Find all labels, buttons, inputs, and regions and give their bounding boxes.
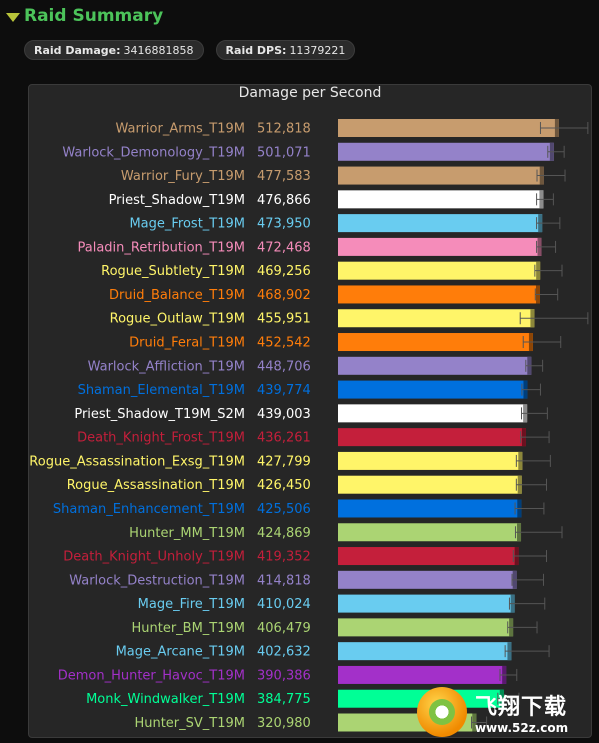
value-label: 390,386 <box>257 668 311 683</box>
value-label: 320,980 <box>257 716 311 731</box>
bar <box>338 428 526 447</box>
category-label: Warlock_Demonology_T19M <box>62 145 245 160</box>
value-label: 501,071 <box>257 145 311 160</box>
bar <box>338 404 528 423</box>
category-label: Rogue_Subtlety_T19M <box>101 264 245 279</box>
watermark: 飞翔下载 www.52z.com <box>417 685 593 739</box>
bar <box>338 451 523 470</box>
bar <box>338 594 515 613</box>
bar <box>338 665 507 684</box>
value-label: 512,818 <box>257 122 311 137</box>
value-label: 455,951 <box>257 312 311 327</box>
value-label: 406,479 <box>257 621 311 636</box>
category-label: Warlock_Destruction_T19M <box>69 573 245 588</box>
section-header[interactable]: Raid Summary <box>6 4 163 28</box>
value-label: 452,542 <box>257 336 311 351</box>
category-label: Shaman_Elemental_T19M <box>78 383 245 398</box>
category-label: Shaman_Enhancement_T19M <box>53 502 245 517</box>
category-label: Paladin_Retribution_T19M <box>78 240 246 255</box>
bar <box>338 119 559 137</box>
category-label: Hunter_SV_T19M <box>134 716 245 731</box>
category-label: Warlock_Affliction_T19M <box>88 359 245 374</box>
value-label: 473,950 <box>257 217 311 232</box>
category-label: Mage_Arcane_T19M <box>116 645 245 660</box>
collapse-caret-icon[interactable] <box>6 12 20 22</box>
bar <box>338 356 532 375</box>
bar <box>338 237 542 256</box>
bar <box>338 547 519 566</box>
bar <box>338 618 514 637</box>
bar <box>338 523 522 542</box>
chart-title: Damage per Second <box>238 85 382 101</box>
category-label: Mage_Frost_T19M <box>129 217 245 232</box>
category-label: Death_Knight_Unholy_T19M <box>63 550 245 565</box>
value-label: 477,583 <box>257 169 311 184</box>
bar <box>338 642 512 661</box>
category-label: Druid_Feral_T19M <box>129 336 245 351</box>
bar <box>338 570 517 589</box>
value-label: 448,706 <box>257 359 311 374</box>
category-label: Druid_Balance_T19M <box>109 288 245 303</box>
category-label: Priest_Shadow_T19M <box>109 193 245 208</box>
value-label: 439,774 <box>257 383 311 398</box>
value-label: 410,024 <box>257 597 311 612</box>
value-label: 436,261 <box>257 431 311 446</box>
dps-bar-chart: Warrior_Arms_T19M 512,818 Warlock_Demonolo… <box>29 119 589 732</box>
dps-chart-panel: Damage per Second Warrior_Arms_T19M 512,8… <box>28 84 592 738</box>
raid-dps-badge: Raid DPS: 11379221 <box>215 40 356 60</box>
watermark-url: www.52z.com <box>475 721 569 735</box>
bar <box>338 285 540 304</box>
value-label: 424,869 <box>257 526 311 541</box>
bar <box>338 261 541 280</box>
value-label: 469,256 <box>257 264 311 279</box>
bar <box>338 499 522 518</box>
raid-damage-label: Raid Damage: <box>34 43 121 57</box>
raid-dps-value: 11379221 <box>289 43 346 57</box>
section-title: Raid Summary <box>24 6 164 26</box>
value-label: 425,506 <box>257 502 311 517</box>
bar <box>338 309 535 328</box>
bar <box>338 333 533 352</box>
category-label: Priest_Shadow_T19M_S2M <box>74 407 245 422</box>
value-label: 427,799 <box>257 454 311 469</box>
bar <box>338 214 543 233</box>
value-label: 439,003 <box>257 407 311 422</box>
value-label: 472,468 <box>257 240 311 255</box>
raid-damage-value: 3416881858 <box>123 43 194 57</box>
value-label: 476,866 <box>257 193 311 208</box>
raid-damage-badge: Raid Damage: 3416881858 <box>24 40 204 60</box>
category-label: Rogue_Assassination_T19M <box>67 478 245 493</box>
category-label: Mage_Fire_T19M <box>138 597 245 612</box>
category-label: Hunter_MM_T19M <box>129 526 245 541</box>
value-label: 414,818 <box>257 573 311 588</box>
category-label: Warrior_Fury_T19M <box>121 169 245 184</box>
category-label: Hunter_BM_T19M <box>131 621 245 636</box>
category-label: Rogue_Outlaw_T19M <box>110 312 245 327</box>
value-label: 402,632 <box>257 645 311 660</box>
category-label: Death_Knight_Frost_T19M <box>77 431 245 446</box>
value-label: 419,352 <box>257 550 311 565</box>
category-label: Monk_Windwalker_T19M <box>86 692 245 707</box>
bar <box>338 142 554 161</box>
raid-dps-label: Raid DPS: <box>225 43 287 57</box>
bar <box>338 380 528 399</box>
bar <box>338 190 544 209</box>
summary-badges: Raid Damage: 3416881858 Raid DPS: 113792… <box>24 40 356 60</box>
bar <box>338 166 544 185</box>
value-label: 384,775 <box>257 692 311 707</box>
value-label: 426,450 <box>257 478 311 493</box>
value-label: 468,902 <box>257 288 311 303</box>
category-label: Warrior_Arms_T19M <box>115 122 245 137</box>
watermark-logo-icon <box>417 687 467 737</box>
category-label: Rogue_Assassination_Exsg_T19M <box>29 454 245 469</box>
bar <box>338 475 522 494</box>
watermark-cn: 飞翔下载 <box>475 695 568 720</box>
category-label: Demon_Hunter_Havoc_T19M <box>58 668 245 683</box>
